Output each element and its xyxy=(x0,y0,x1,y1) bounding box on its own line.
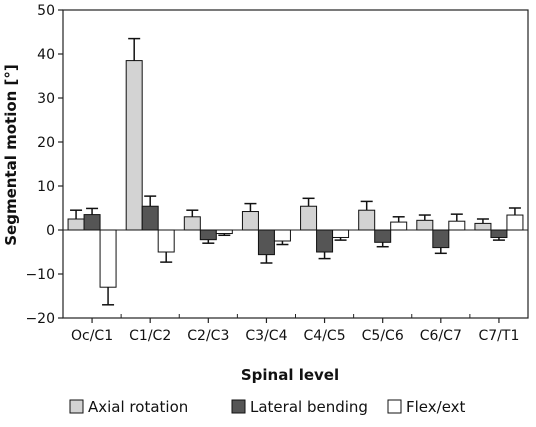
bar-axial-rotation xyxy=(125,60,143,231)
y-tick-label: 50 xyxy=(37,3,55,19)
x-axis-label: Spinal level xyxy=(241,366,339,384)
legend-label: Flex/ext xyxy=(406,398,466,416)
bar-lateral-bending xyxy=(432,229,450,249)
bar-axial-rotation xyxy=(300,205,318,231)
bar-flex-ext xyxy=(390,221,408,231)
bar-flex-ext xyxy=(448,220,466,231)
bar-flex-ext xyxy=(506,214,524,231)
legend-label: Lateral bending xyxy=(250,398,368,416)
y-tick-label: −10 xyxy=(25,267,55,283)
legend-swatch xyxy=(387,399,402,414)
y-axis-label: Segmental motion [°] xyxy=(2,64,20,246)
bar-lateral-bending xyxy=(490,229,508,238)
bar-axial-rotation xyxy=(474,222,492,231)
x-tick-label: C6/C7 xyxy=(420,328,462,344)
y-tick-label: 20 xyxy=(37,135,55,151)
bar-lateral-bending xyxy=(199,229,217,241)
y-tick-label: 30 xyxy=(37,91,55,107)
legend-label: Axial rotation xyxy=(88,398,188,416)
legend-swatch xyxy=(69,399,84,414)
x-tick-label: C5/C6 xyxy=(362,328,404,344)
bar-lateral-bending xyxy=(83,214,101,231)
bar-lateral-bending xyxy=(316,229,334,253)
y-tick-label: 40 xyxy=(37,47,55,63)
bar-flex-ext xyxy=(273,229,291,242)
labels-layer: Segmental motion [°] Spinal level xyxy=(2,64,339,384)
bar-axial-rotation xyxy=(241,211,259,231)
legend-swatch xyxy=(231,399,246,414)
error-bars-layer xyxy=(70,37,521,306)
bar-flex-ext xyxy=(157,229,175,253)
bar-axial-rotation xyxy=(183,216,201,231)
axes-layer: −20 −10 0 10 20 30 40 50 Oc/C1 C1/C2 C2/C3 C3/C4 C4/… xyxy=(25,3,529,344)
x-tick-label: C2/C3 xyxy=(187,328,229,344)
bar-axial-rotation xyxy=(358,209,376,231)
x-tick-label: C1/C2 xyxy=(129,328,171,344)
bar-lateral-bending xyxy=(374,229,392,243)
x-tick-label: C4/C5 xyxy=(304,328,346,344)
bar-flex-ext xyxy=(215,229,233,235)
bar-flex-ext xyxy=(99,229,117,288)
bars-layer xyxy=(67,60,524,288)
legend: Axial rotation Lateral bending Flex/ext xyxy=(69,398,466,416)
bar-axial-rotation xyxy=(67,218,85,231)
bar-flex-ext xyxy=(332,229,350,238)
bar-axial-rotation xyxy=(416,219,434,231)
y-tick-label: 10 xyxy=(37,179,55,195)
x-tick-label: C7/T1 xyxy=(479,328,520,344)
y-tick-label: −20 xyxy=(25,311,55,327)
y-tick-label: 0 xyxy=(46,223,55,239)
bar-lateral-bending xyxy=(257,229,275,256)
bar-lateral-bending xyxy=(141,205,159,231)
x-tick-label: C3/C4 xyxy=(245,328,287,344)
x-tick-label: Oc/C1 xyxy=(71,328,113,344)
